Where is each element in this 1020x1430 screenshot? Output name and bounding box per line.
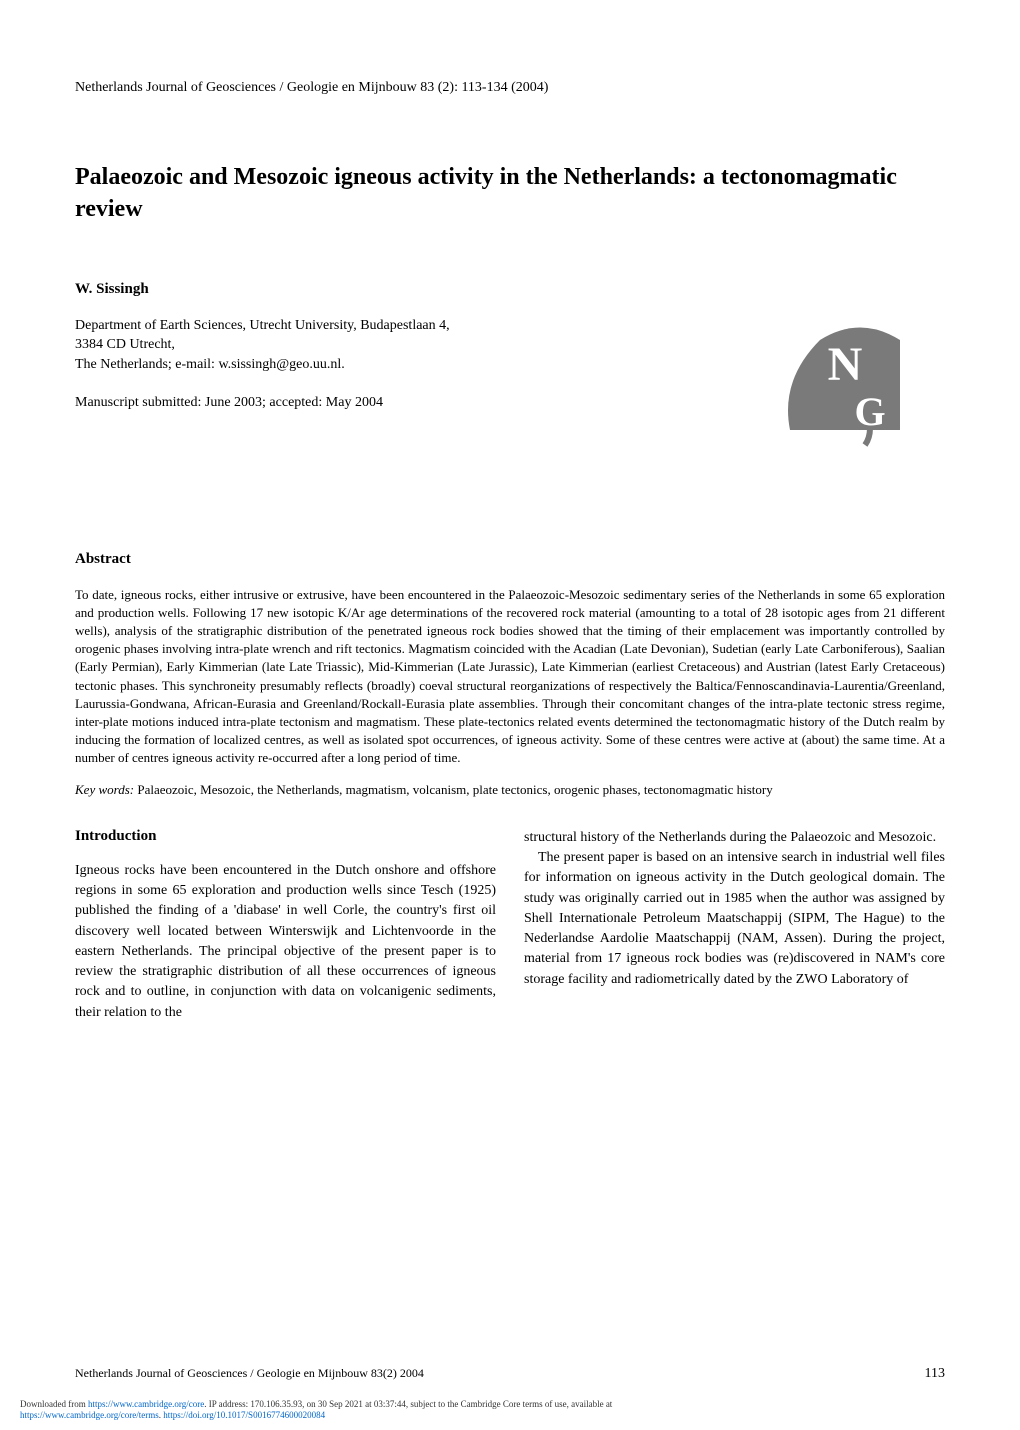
introduction-heading: Introduction — [75, 828, 496, 845]
download-footer: Downloaded from https://www.cambridge.or… — [20, 1399, 1000, 1422]
svg-text:G: G — [854, 389, 885, 434]
page-footer: Netherlands Journal of Geosciences / Geo… — [75, 1366, 945, 1382]
body-columns: Introduction Igneous rocks have been enc… — [75, 828, 945, 1023]
right-column: structural history of the Netherlands du… — [524, 828, 945, 1023]
article-title: Palaeozoic and Mesozoic igneous activity… — [75, 161, 945, 226]
download-link[interactable]: https://www.cambridge.org/core — [88, 1399, 204, 1409]
intro-continuation: structural history of the Netherlands du… — [524, 830, 936, 845]
abstract-heading: Abstract — [75, 551, 945, 568]
intro-paragraph-left: Igneous rocks have been encountered in t… — [75, 861, 496, 1023]
keywords-label: Key words: — [75, 782, 134, 797]
author-name: W. Sissingh — [75, 281, 945, 298]
journal-header: Netherlands Journal of Geosciences / Geo… — [75, 80, 945, 96]
keywords: Key words: Palaeozoic, Mesozoic, the Net… — [75, 781, 945, 799]
download-text: . IP address: 170.106.35.93, on 30 Sep 2… — [204, 1399, 612, 1409]
footer-journal-ref: Netherlands Journal of Geosciences / Geo… — [75, 1366, 424, 1382]
download-prefix: Downloaded from — [20, 1399, 88, 1409]
download-terms-link[interactable]: https://www.cambridge.org/core/terms — [20, 1410, 159, 1420]
page-number: 113 — [925, 1366, 945, 1382]
left-column: Introduction Igneous rocks have been enc… — [75, 828, 496, 1023]
keywords-text: Palaeozoic, Mesozoic, the Netherlands, m… — [134, 782, 773, 797]
abstract-text: To date, igneous rocks, either intrusive… — [75, 586, 945, 768]
svg-text:N: N — [828, 338, 863, 391]
download-doi-link[interactable]: https://doi.org/10.1017/S001677460002008… — [163, 1410, 325, 1420]
intro-paragraph-right: structural history of the Netherlands du… — [524, 828, 945, 990]
intro-paragraph-2: The present paper is based on an intensi… — [524, 848, 945, 990]
journal-logo-icon: N G — [770, 320, 910, 450]
